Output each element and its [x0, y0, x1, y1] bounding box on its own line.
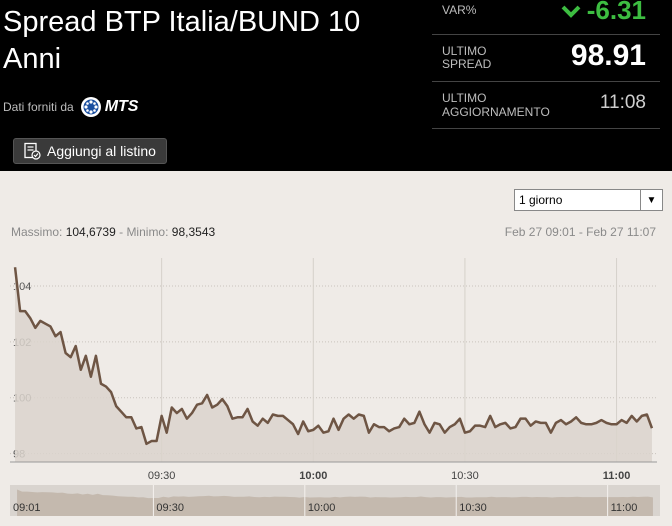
time-value: 11:08	[599, 92, 646, 113]
spread-label-1: ULTIMO	[442, 44, 487, 58]
var-label: VAR%	[442, 3, 477, 17]
watchlist-add-icon	[24, 142, 41, 160]
mts-logo-text: MTS	[104, 98, 139, 115]
spread-row: ULTIMO SPREAD 98.91	[432, 35, 660, 82]
mts-logo-icon	[80, 97, 101, 117]
max-label: Massimo:	[11, 225, 63, 239]
add-to-watchlist-button[interactable]: Aggiungi al listino	[13, 138, 167, 164]
var-value-group: -6.31	[561, 0, 646, 26]
var-row: VAR% -6.31	[432, 0, 660, 35]
x-tick-label: 09:30	[148, 470, 176, 482]
range-navigator[interactable]: 09:01 09:30 10:00 10:30 11:00	[10, 485, 660, 516]
time-row: ULTIMO AGGIORNAMENTO 11:08	[432, 82, 660, 129]
var-value: -6.31	[586, 0, 646, 25]
separator: -	[119, 225, 124, 239]
spread-value: 98.91	[570, 39, 646, 72]
provider-label: Dati forniti da	[3, 100, 74, 114]
mts-logo: MTS	[80, 96, 139, 118]
min-max-summary: Massimo: 104,6739 - Minimo: 98,3543	[11, 225, 215, 239]
date-range: Feb 27 09:01 - Feb 27 11:07	[504, 225, 656, 239]
time-label-2: AGGIORNAMENTO	[442, 105, 550, 119]
time-label-1: ULTIMO	[442, 91, 487, 105]
min-label: Minimo:	[126, 225, 169, 239]
range-selected: 1 giorno	[519, 193, 563, 207]
chevron-down-icon	[561, 5, 581, 18]
min-value: 98,3543	[171, 225, 216, 239]
dropdown-arrow-icon[interactable]: ▼	[640, 190, 662, 210]
series-line	[13, 267, 654, 446]
x-tick-label: 10:00	[299, 470, 327, 482]
add-button-label: Aggiungi al listino	[47, 143, 156, 159]
x-tick-label: 10:30	[451, 470, 479, 482]
range-select[interactable]: 1 giorno ▼	[514, 189, 663, 211]
series-area	[15, 267, 652, 462]
x-tick-label: 11:00	[603, 470, 631, 482]
navigator-tick-label: 10:30	[459, 502, 487, 514]
page-title: Spread BTP Italia/BUND 10 Anni	[3, 6, 361, 75]
quote-header: Spread BTP Italia/BUND 10 Anni Dati forn…	[0, 0, 672, 171]
navigator-tick-label: 09:01	[13, 502, 41, 514]
spread-label-2: SPREAD	[442, 57, 492, 71]
navigator-area	[17, 489, 653, 516]
navigator-tick-label: 10:00	[308, 502, 336, 514]
navigator-tick-label: 09:30	[156, 502, 184, 514]
navigator-tick-label: 11:00	[611, 502, 638, 514]
data-provider: Dati forniti da MTS	[3, 96, 138, 118]
max-value: 104,6739	[65, 225, 116, 239]
